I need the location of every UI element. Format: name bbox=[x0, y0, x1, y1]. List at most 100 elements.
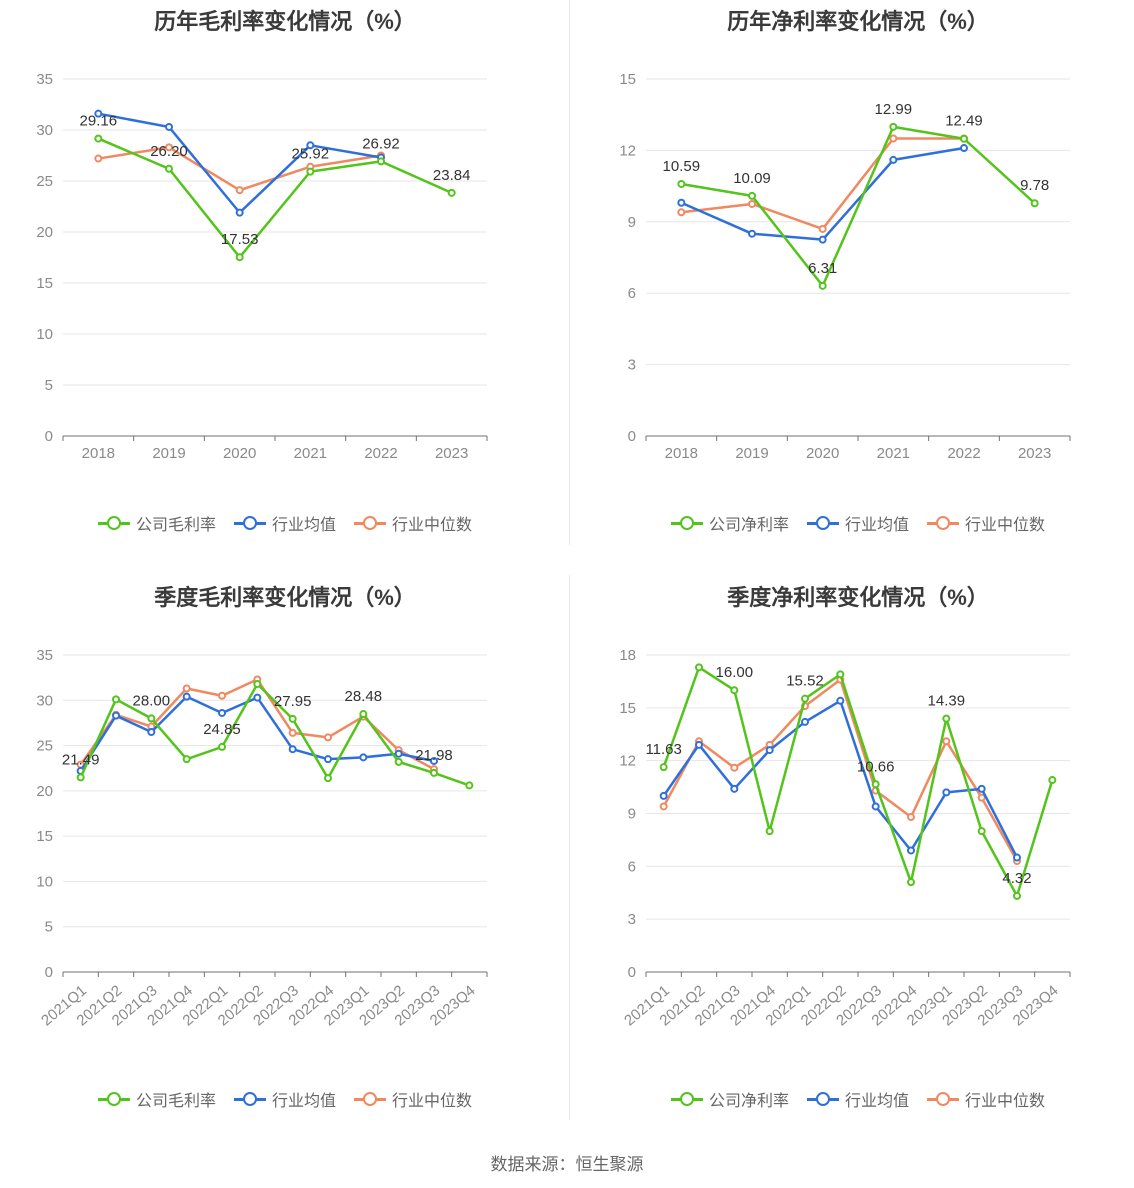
legend-label: 行业均值 bbox=[844, 1093, 909, 1110]
industry-median-series-point bbox=[677, 208, 686, 217]
company-series-point bbox=[76, 773, 85, 782]
company-series-point bbox=[465, 781, 474, 790]
x-tick-label: 2021 bbox=[877, 445, 910, 462]
industry-mean-series-point bbox=[889, 155, 898, 164]
industry-median-series-point bbox=[235, 186, 244, 195]
x-tick-label: 2023 bbox=[435, 445, 468, 462]
company-series-point bbox=[907, 878, 915, 887]
data-label: 12.99 bbox=[875, 101, 913, 118]
y-tick-label: 30 bbox=[36, 692, 53, 709]
company-series-point bbox=[748, 191, 756, 200]
data-label: 28.48 bbox=[345, 688, 383, 705]
x-tick-label: 2018 bbox=[665, 445, 698, 462]
industry-mean-series-point bbox=[871, 802, 880, 811]
industry-median-series-point bbox=[942, 737, 951, 746]
legend-item-company-series[interactable]: 公司净利率 bbox=[670, 511, 789, 535]
industry-median-series-point bbox=[324, 733, 332, 742]
chart-title: 历年毛利率变化情况（%） bbox=[154, 9, 416, 34]
legend-marker-icon bbox=[927, 516, 959, 530]
industry-median-series-point bbox=[977, 793, 986, 802]
data-label: 15.52 bbox=[786, 673, 824, 690]
industry-mean-series-point bbox=[253, 693, 262, 702]
y-tick-label: 10 bbox=[36, 326, 53, 343]
data-label: 12.49 bbox=[945, 113, 983, 130]
company-series-point bbox=[377, 157, 385, 166]
legend-item-company-series[interactable]: 公司毛利率 bbox=[97, 511, 216, 535]
industry-mean-series-point bbox=[748, 229, 756, 238]
data-label: 23.84 bbox=[433, 167, 471, 184]
legend-item-industry-mean-series[interactable]: 行业均值 bbox=[233, 1087, 336, 1111]
x-tick-label: 2019 bbox=[152, 445, 185, 462]
company-series-point bbox=[218, 742, 226, 751]
industry-mean-series-point bbox=[942, 788, 951, 797]
legend-item-company-series[interactable]: 公司净利率 bbox=[670, 1087, 789, 1111]
company-series-point bbox=[1030, 199, 1039, 208]
legend-marker-icon bbox=[927, 1092, 959, 1106]
y-tick-label: 0 bbox=[628, 428, 636, 445]
legend-item-company-series[interactable]: 公司毛利率 bbox=[97, 1087, 216, 1111]
industry-mean-series-point bbox=[112, 711, 120, 720]
legend-label: 行业中位数 bbox=[965, 1093, 1046, 1110]
company-series-point bbox=[942, 714, 951, 723]
company-series-point bbox=[165, 164, 173, 173]
legend-marker-icon bbox=[806, 1092, 839, 1106]
legend-item-industry-median-series[interactable]: 行业中位数 bbox=[927, 1087, 1045, 1111]
chart-legend: 公司净利率 行业均值 行业中位数 bbox=[582, 1087, 1134, 1111]
legend-item-industry-median-series[interactable]: 行业中位数 bbox=[927, 511, 1045, 535]
company-series-point bbox=[836, 670, 845, 679]
industry-mean-series-point bbox=[182, 692, 191, 701]
industry-mean-series-point bbox=[165, 122, 173, 131]
legend-label: 行业均值 bbox=[271, 1093, 336, 1110]
company-series-point bbox=[960, 134, 968, 143]
company-series-point bbox=[677, 179, 686, 188]
data-label: 9.78 bbox=[1020, 177, 1049, 194]
company-series-point bbox=[94, 134, 103, 143]
company-series-point bbox=[695, 663, 703, 672]
industry-median-series-point bbox=[659, 802, 668, 811]
legend-marker-icon bbox=[670, 516, 703, 530]
x-tick-label: 2020 bbox=[806, 445, 839, 462]
y-tick-label: 3 bbox=[628, 911, 636, 928]
legend-marker-icon bbox=[97, 516, 130, 530]
company-series-point bbox=[977, 827, 986, 836]
legend-marker-icon bbox=[806, 516, 839, 530]
y-tick-label: 35 bbox=[36, 647, 53, 664]
legend-item-industry-mean-series[interactable]: 行业均值 bbox=[233, 511, 336, 535]
company-series-line bbox=[681, 125, 1036, 288]
company-series-point bbox=[730, 686, 739, 695]
y-tick-label: 25 bbox=[36, 173, 53, 190]
legend-item-industry-mean-series[interactable]: 行业均值 bbox=[806, 1087, 909, 1111]
company-series-point bbox=[765, 827, 774, 836]
company-series-point bbox=[1048, 776, 1057, 785]
legend-marker-icon bbox=[354, 516, 386, 530]
industry-mean-series-point bbox=[288, 745, 297, 754]
industry-mean-series-point bbox=[218, 708, 226, 717]
legend-marker-icon bbox=[233, 1092, 266, 1106]
industry-mean-series-point bbox=[977, 784, 986, 793]
legend-item-industry-mean-series[interactable]: 行业均值 bbox=[806, 511, 909, 535]
data-source-note: 数据来源：恒生聚源 bbox=[490, 1155, 644, 1174]
industry-median-series-point bbox=[218, 691, 226, 700]
vertical-divider bbox=[569, 0, 570, 545]
x-tick-label: 2019 bbox=[735, 445, 768, 462]
line-chart: 03691215182021Q12021Q22021Q32021Q42022Q1… bbox=[619, 647, 1071, 1029]
industry-median-series-line bbox=[681, 137, 964, 231]
line-chart: 051015202530352021Q12021Q22021Q32021Q420… bbox=[36, 647, 488, 1029]
industry-mean-series-point bbox=[960, 144, 968, 153]
legend-item-industry-median-series[interactable]: 行业中位数 bbox=[354, 511, 472, 535]
legend-item-industry-median-series[interactable]: 行业中位数 bbox=[354, 1087, 472, 1111]
y-tick-label: 15 bbox=[36, 275, 53, 292]
company-series-point bbox=[659, 763, 668, 772]
industry-median-series-point bbox=[165, 143, 173, 152]
vertical-divider bbox=[569, 575, 570, 1120]
industry-median-series-point bbox=[288, 728, 297, 737]
y-tick-label: 15 bbox=[619, 700, 636, 717]
company-series-point bbox=[147, 714, 156, 723]
legend-marker-icon bbox=[670, 1092, 703, 1106]
data-label: 11.63 bbox=[645, 741, 681, 758]
industry-median-series-point bbox=[907, 813, 915, 822]
data-label: 10.59 bbox=[663, 158, 701, 175]
data-label: 21.98 bbox=[415, 747, 453, 764]
y-tick-label: 0 bbox=[628, 964, 636, 981]
industry-median-series-point bbox=[94, 154, 103, 163]
